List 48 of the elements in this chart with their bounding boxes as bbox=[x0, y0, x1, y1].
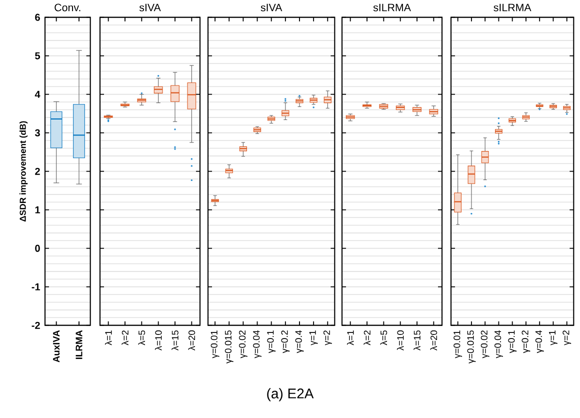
x-tick-label: γ=0.4 bbox=[295, 330, 304, 354]
x-tick-label: λ=1 bbox=[104, 330, 112, 346]
x-tick-label: γ=0.2 bbox=[522, 330, 530, 354]
x-tick-label: γ=0.4 bbox=[535, 330, 544, 354]
x-tick-label: λ=10 bbox=[396, 330, 404, 350]
text: (a) E2A bbox=[267, 388, 314, 402]
y-tick-label: 3 bbox=[34, 129, 40, 136]
x-tick-label: λ=20 bbox=[188, 330, 196, 350]
x-tick-label: γ=0.02 bbox=[480, 330, 490, 358]
x-tick-label: γ=0.015 bbox=[467, 330, 476, 364]
x-tick-label: γ=1 bbox=[549, 330, 558, 346]
x-tick-label: AuxIVA bbox=[53, 330, 60, 362]
x-tick-label: λ=2 bbox=[122, 330, 128, 346]
x-tick-label: γ=0.04 bbox=[494, 330, 503, 358]
x-tick-label: γ=2 bbox=[562, 330, 572, 346]
x-tick-label: γ=0.015 bbox=[224, 330, 234, 364]
x-tick-label: λ=5 bbox=[138, 330, 146, 346]
x-tick-label: γ=0.1 bbox=[267, 330, 276, 354]
y-tick-label: 4 bbox=[34, 90, 40, 98]
y-tick-label: 5 bbox=[35, 52, 40, 60]
x-tick-label: γ=0.02 bbox=[238, 330, 248, 358]
x-tick-label: λ=2 bbox=[364, 330, 370, 346]
x-tick-label: ILRMA bbox=[76, 330, 82, 359]
y-axis-title: ΔSDR improvement (dB) bbox=[20, 121, 28, 222]
x-tick-label: λ=15 bbox=[172, 330, 178, 350]
x-tick-label: γ=0.2 bbox=[281, 330, 290, 354]
chart-title: Conv. bbox=[54, 4, 80, 12]
y-tick-label: 2 bbox=[35, 168, 40, 175]
chart-title: sILRMA bbox=[494, 4, 532, 12]
y-tick-label: -1 bbox=[32, 283, 40, 290]
chart-title: sIVA bbox=[260, 4, 282, 12]
x-tick-label: λ=5 bbox=[380, 330, 388, 346]
y-tick-label: 0 bbox=[35, 244, 40, 252]
x-tick-label: λ=10 bbox=[154, 330, 162, 350]
chart-title: sILRMA bbox=[373, 4, 411, 12]
y-tick-label: 1 bbox=[35, 206, 40, 214]
x-tick-label: γ=0.1 bbox=[508, 330, 517, 354]
y-tick-label: -2 bbox=[32, 322, 40, 329]
x-tick-label: λ=1 bbox=[346, 330, 354, 346]
x-tick-label: γ=0.04 bbox=[253, 330, 262, 358]
x-tick-label: λ=15 bbox=[414, 330, 420, 350]
x-tick-label: γ=0.01 bbox=[454, 330, 462, 358]
x-tick-label: γ=0.01 bbox=[210, 330, 220, 358]
x-tick-label: λ=20 bbox=[430, 330, 438, 350]
x-tick-label: γ=2 bbox=[323, 330, 332, 346]
y-tick-label: 6 bbox=[35, 14, 40, 21]
chart-title: sIVA bbox=[139, 4, 161, 12]
x-tick-label: γ=1 bbox=[309, 330, 318, 346]
